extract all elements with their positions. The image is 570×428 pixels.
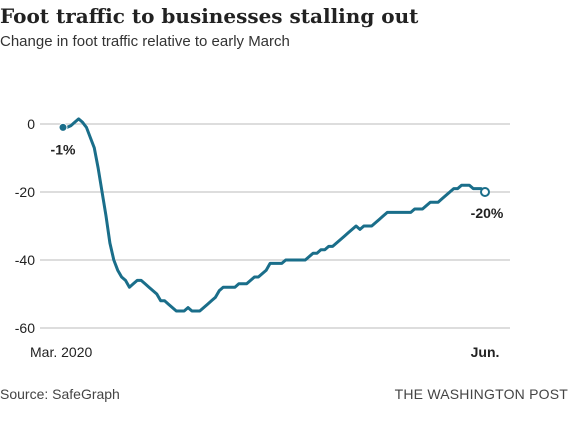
chart-subtitle: Change in foot traffic relative to early… — [0, 33, 290, 50]
y-tick-label: 0 — [27, 116, 35, 132]
publisher-credit: THE WASHINGTON POST — [394, 386, 568, 402]
y-tick-label: -40 — [15, 252, 35, 268]
source-note: Source: SafeGraph — [0, 386, 120, 402]
end-point-marker — [480, 187, 490, 197]
series-line — [61, 117, 487, 313]
chart-title: Foot traffic to businesses stalling out — [0, 4, 419, 28]
x-tick-label: Mar. 2020 — [30, 344, 92, 360]
y-tick-label: -20 — [15, 184, 35, 200]
x-tick-label: Jun. — [471, 344, 500, 360]
start-point-marker — [58, 122, 68, 132]
y-tick-label: -60 — [15, 320, 35, 336]
end-value-label: -20% — [471, 205, 504, 221]
start-value-label: -1% — [51, 141, 76, 157]
